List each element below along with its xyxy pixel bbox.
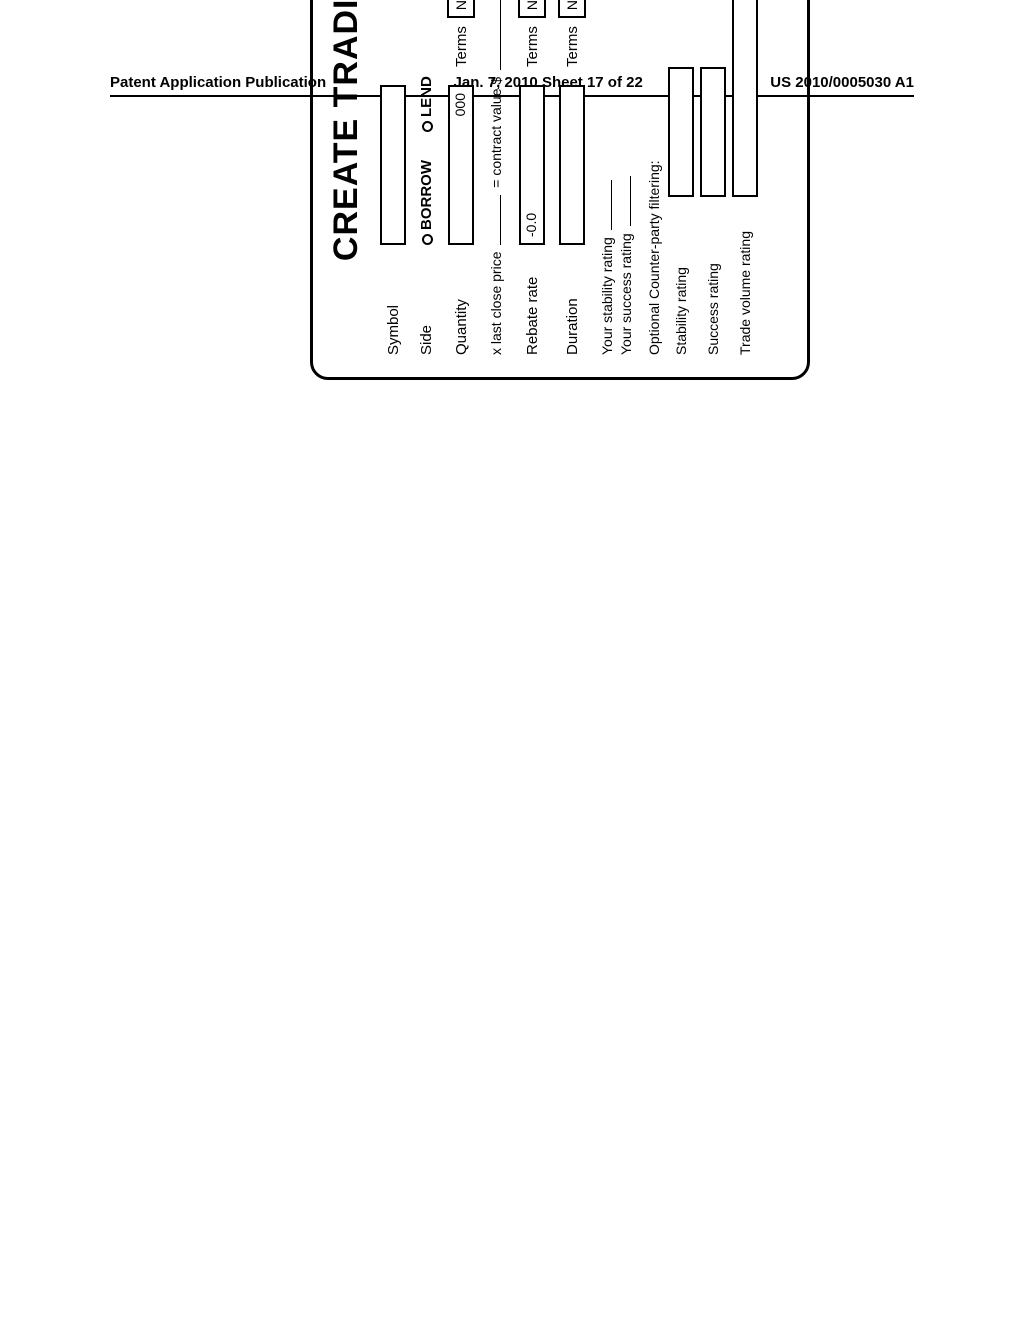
contract-value-row: x last close price = contract value $ (487, 0, 504, 355)
duration-input[interactable] (559, 85, 585, 245)
stability-rating-input[interactable] (668, 67, 694, 197)
form-panel: CREATE TRADING INTEREST Symbol Side BORR… (310, 0, 810, 380)
dropdown-value: None (518, 0, 546, 18)
duration-label: Duration (564, 245, 581, 355)
quantity-terms-dropdown[interactable]: None (447, 0, 475, 18)
rebate-terms-dropdown[interactable]: None (518, 0, 546, 18)
side-row: Side BORROW LEND (418, 0, 435, 355)
quantity-row: Quantity 000 Terms None (447, 0, 475, 355)
your-stability-blank (598, 180, 612, 230)
symbol-row: Symbol (380, 0, 406, 355)
figure-container: CREATE TRADING INTEREST Symbol Side BORR… (310, 0, 810, 380)
rebate-input[interactable]: -0.0 (519, 85, 545, 245)
contract-prefix: x last close price (488, 252, 504, 355)
dropdown-value: None (558, 0, 586, 18)
symbol-input[interactable] (380, 85, 406, 245)
panel-title: CREATE TRADING INTEREST (327, 0, 366, 355)
duration-terms-dropdown[interactable]: None (558, 0, 586, 18)
your-stability-row: Your stability rating (598, 0, 617, 355)
success-rating-label: Success rating (705, 205, 721, 355)
terms-label: Terms (453, 26, 470, 67)
trade-volume-input[interactable] (732, 0, 758, 197)
header-left: Patent Application Publication (110, 74, 326, 91)
trade-volume-label: Trade volume rating (737, 205, 753, 355)
contract-mid: = contract value $ (488, 77, 504, 188)
trade-volume-row: Trade volume rating (732, 0, 758, 355)
dropdown-value: None (447, 0, 475, 18)
stability-rating-row: Stability rating (668, 0, 694, 355)
your-success-row: Your success rating (617, 0, 636, 355)
side-label: Side (418, 245, 435, 355)
radio-icon (422, 121, 433, 132)
filter-header: Optional Counter-party filtering: (646, 0, 662, 355)
success-rating-input[interactable] (700, 67, 726, 197)
lend-option[interactable]: LEND (418, 76, 435, 132)
quantity-label: Quantity (453, 245, 470, 355)
close-price-blank[interactable] (487, 195, 501, 245)
rebate-row: Rebate rate -0.0 Terms None (518, 0, 546, 355)
duration-row: Duration Terms None (558, 0, 586, 355)
your-ratings-block: Your stability rating Your success ratin… (598, 0, 636, 355)
symbol-label: Symbol (385, 245, 402, 355)
terms-label: Terms (524, 26, 541, 67)
radio-icon (422, 234, 433, 245)
quantity-input[interactable]: 000 (448, 85, 474, 245)
rebate-label: Rebate rate (524, 245, 541, 355)
contract-value-blank[interactable] (487, 0, 501, 70)
stability-rating-label: Stability rating (673, 205, 689, 355)
borrow-option[interactable]: BORROW (418, 160, 435, 245)
your-success-blank (617, 176, 631, 226)
terms-label: Terms (564, 26, 581, 67)
success-rating-row: Success rating (700, 0, 726, 355)
